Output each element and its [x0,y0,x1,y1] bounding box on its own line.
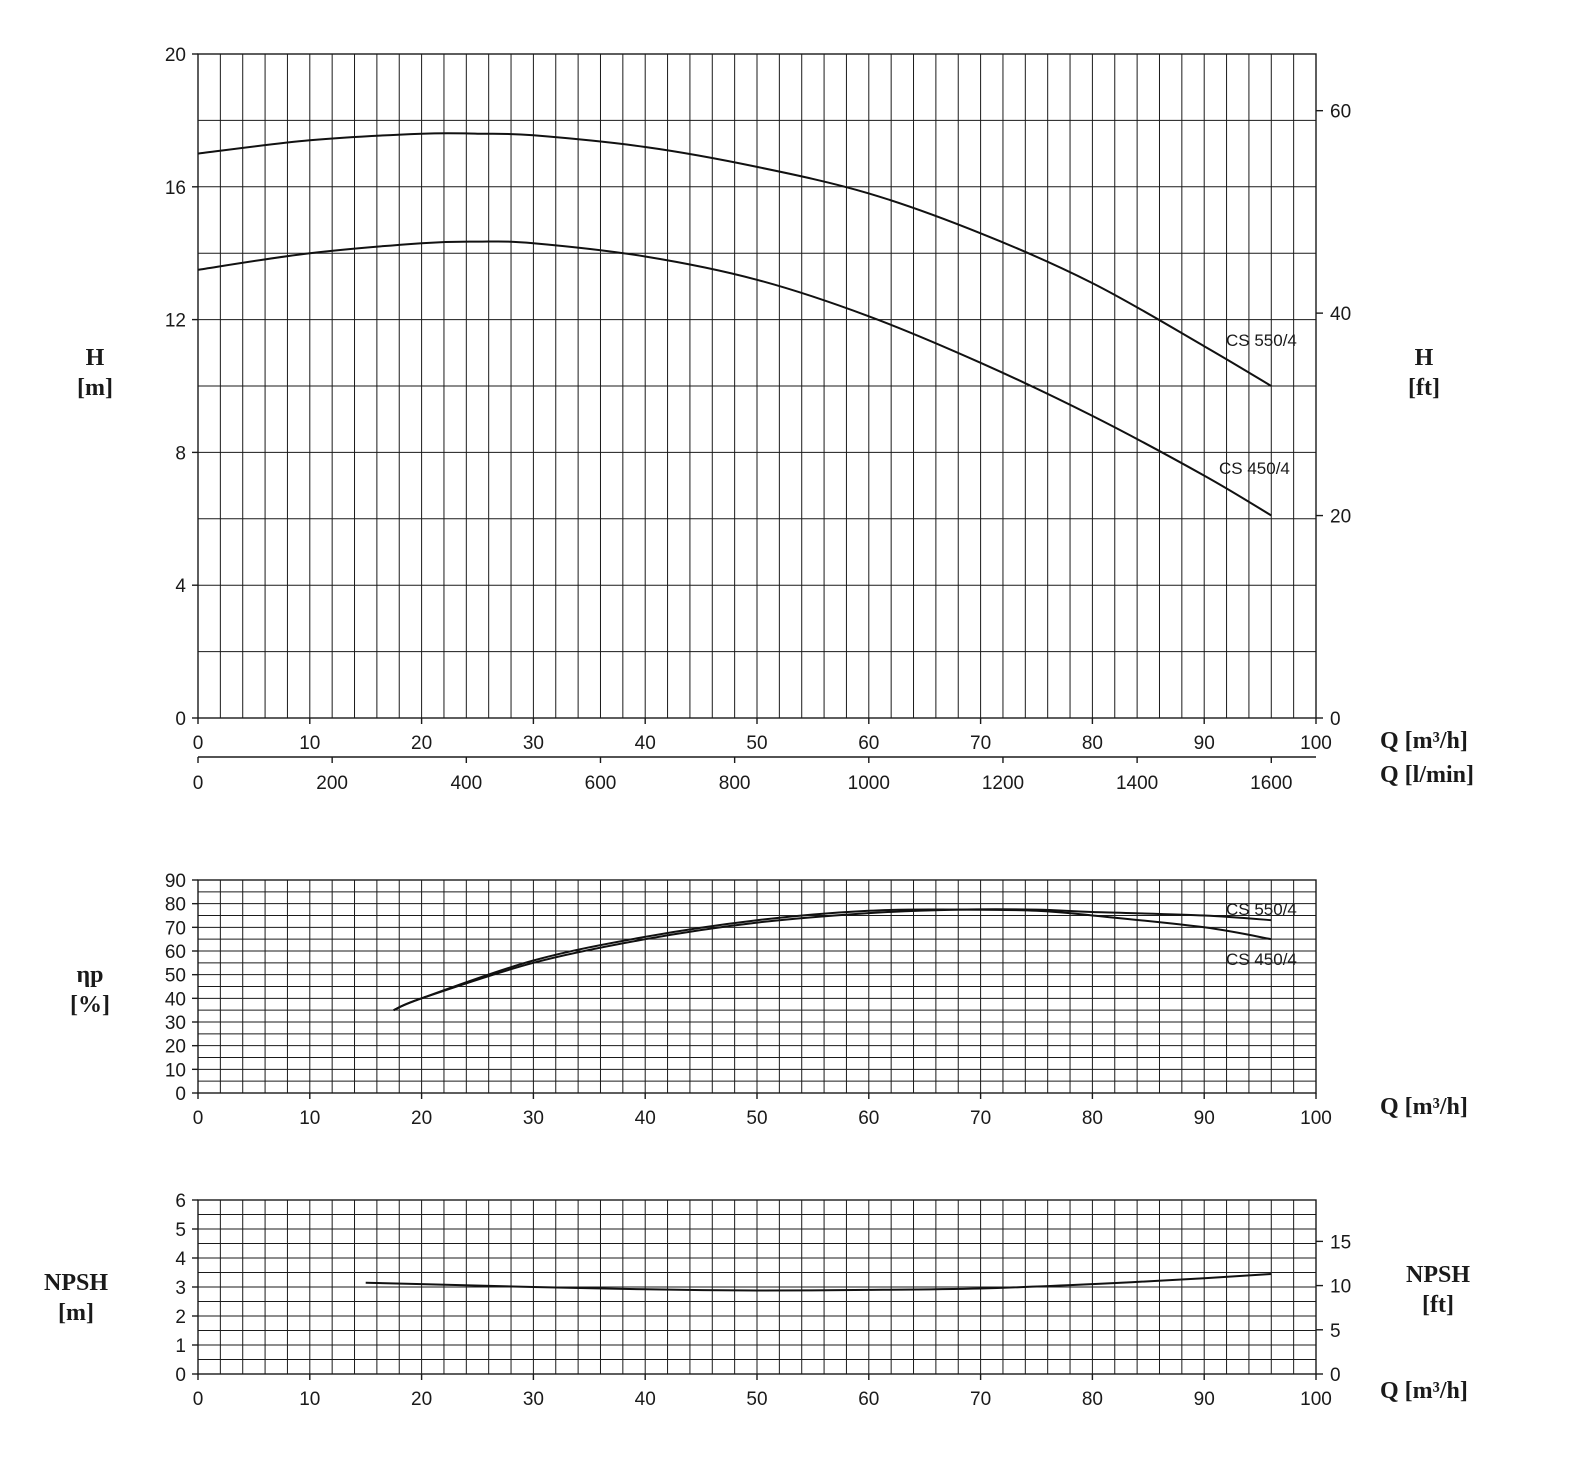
x2-tick-label: 1600 [1250,773,1292,794]
y-tick-label: 70 [165,918,186,939]
y-tick-label: 30 [165,1013,186,1034]
x-tick-label: 60 [858,733,879,754]
y-tick-label: 2 [175,1307,186,1328]
x-tick-label: 50 [746,733,767,754]
x-tick-label: 30 [523,1108,544,1129]
y-tick-label: 0 [175,1365,186,1386]
x-tick-label: 0 [193,1108,204,1129]
y-tick-label: 12 [165,311,186,332]
grid [198,54,1316,718]
y-tick-label: 8 [175,443,186,464]
x-tick-label: 50 [746,1389,767,1410]
x-tick-label: 100 [1300,1108,1332,1129]
x-tick-label: 90 [1194,1389,1215,1410]
x-tick-label: 0 [193,1389,204,1410]
y-right-tick-label: 15 [1330,1232,1351,1253]
y-tick-label: 50 [165,966,186,987]
series-line-0 [365,1273,1272,1292]
x-tick-label: 70 [970,1389,991,1410]
x2-axis-label: Q [l/min] [1380,762,1474,788]
x-tick-label: 90 [1194,733,1215,754]
head-chart: 0 10 20 30 40 50 60 70 80 90 1000481216200204060CS… [77,45,1474,794]
series-line-cs-450-4 [393,908,1272,1012]
y-tick-label: 0 [175,709,186,730]
x-tick-label: 90 [1194,1108,1215,1129]
y-axis-label: NPSH [m] [44,1270,108,1326]
y-axis-label: H [m] [77,345,113,401]
x-tick-label: 20 [411,733,432,754]
x-tick-label: 60 [858,1108,879,1129]
x2-tick-label: 200 [316,773,348,794]
series-line-cs-450-4 [197,240,1272,517]
series-label: CS 450/4 [1226,950,1297,969]
x-tick-label: 70 [970,1108,991,1129]
x-tick-label: 20 [411,1108,432,1129]
x2-tick-label: 1200 [982,773,1024,794]
y-tick-label: 4 [175,576,186,597]
series-label: CS 550/4 [1226,331,1297,350]
series-line-cs-550-4 [393,908,1272,1012]
x-tick-label: 30 [523,733,544,754]
x-tick-label: 10 [299,1108,320,1129]
y-tick-label: 80 [165,895,186,916]
y-right-tick-label: 5 [1330,1321,1341,1342]
x-tick-label: 40 [635,1389,656,1410]
x-tick-label: 60 [858,1389,879,1410]
x-tick-label: 80 [1082,733,1103,754]
y-tick-label: 90 [165,871,186,892]
y-tick-label: 6 [175,1191,186,1212]
y-tick-label: 10 [165,1060,186,1081]
y-right-tick-label: 10 [1330,1277,1351,1298]
x2-tick-label: 800 [719,773,751,794]
y-tick-label: 5 [175,1220,186,1241]
y-right-axis-label: NPSH [ft] [1406,1262,1470,1318]
x-axis-label: Q [m³/h] [1380,1378,1468,1404]
y-right-tick-label: 0 [1330,709,1341,730]
x-tick-label: 100 [1300,733,1332,754]
y-right-tick-label: 0 [1330,1365,1341,1386]
grid [198,880,1316,1093]
y-tick-label: 3 [175,1278,186,1299]
y-right-tick-label: 20 [1330,507,1351,528]
series-label: CS 450/4 [1219,459,1290,478]
y-tick-label: 60 [165,942,186,963]
x2-tick-label: 600 [585,773,617,794]
x-tick-label: 10 [299,1389,320,1410]
x-tick-label: 10 [299,733,320,754]
y-tick-label: 20 [165,45,186,66]
x-tick-label: 50 [746,1108,767,1129]
x-tick-label: 40 [635,733,656,754]
efficiency-chart: 0 10 20 30 40 50 60 70 80 90 100010203040506070809… [70,871,1468,1129]
x2-tick-label: 0 [193,773,204,794]
x-tick-label: 40 [635,1108,656,1129]
x-tick-label: 100 [1300,1389,1332,1410]
x-axis-label: Q [m³/h] [1380,1094,1468,1120]
x-tick-label: 70 [970,733,991,754]
series-line-cs-550-4 [197,132,1272,387]
x-tick-label: 20 [411,1389,432,1410]
x2-tick-label: 400 [450,773,482,794]
y-tick-label: 4 [175,1249,186,1270]
x2-tick-label: 1400 [1116,773,1158,794]
y-right-axis-label: H [ft] [1408,345,1440,401]
y-tick-label: 1 [175,1336,186,1357]
y-right-tick-label: 60 [1330,102,1351,123]
x-tick-label: 80 [1082,1389,1103,1410]
y-tick-label: 16 [165,178,186,199]
series-label: CS 550/4 [1226,900,1297,919]
y-tick-label: 40 [165,989,186,1010]
x-tick-label: 80 [1082,1108,1103,1129]
x-tick-label: 0 [193,733,204,754]
grid [198,1200,1316,1374]
y-tick-label: 0 [175,1084,186,1105]
y-tick-label: 20 [165,1037,186,1058]
y-axis-label: ηp [%] [70,962,110,1018]
y-right-tick-label: 40 [1330,304,1351,325]
x-axis-label: Q [m³/h] [1380,728,1468,754]
x2-tick-label: 1000 [848,773,890,794]
x-tick-label: 30 [523,1389,544,1410]
